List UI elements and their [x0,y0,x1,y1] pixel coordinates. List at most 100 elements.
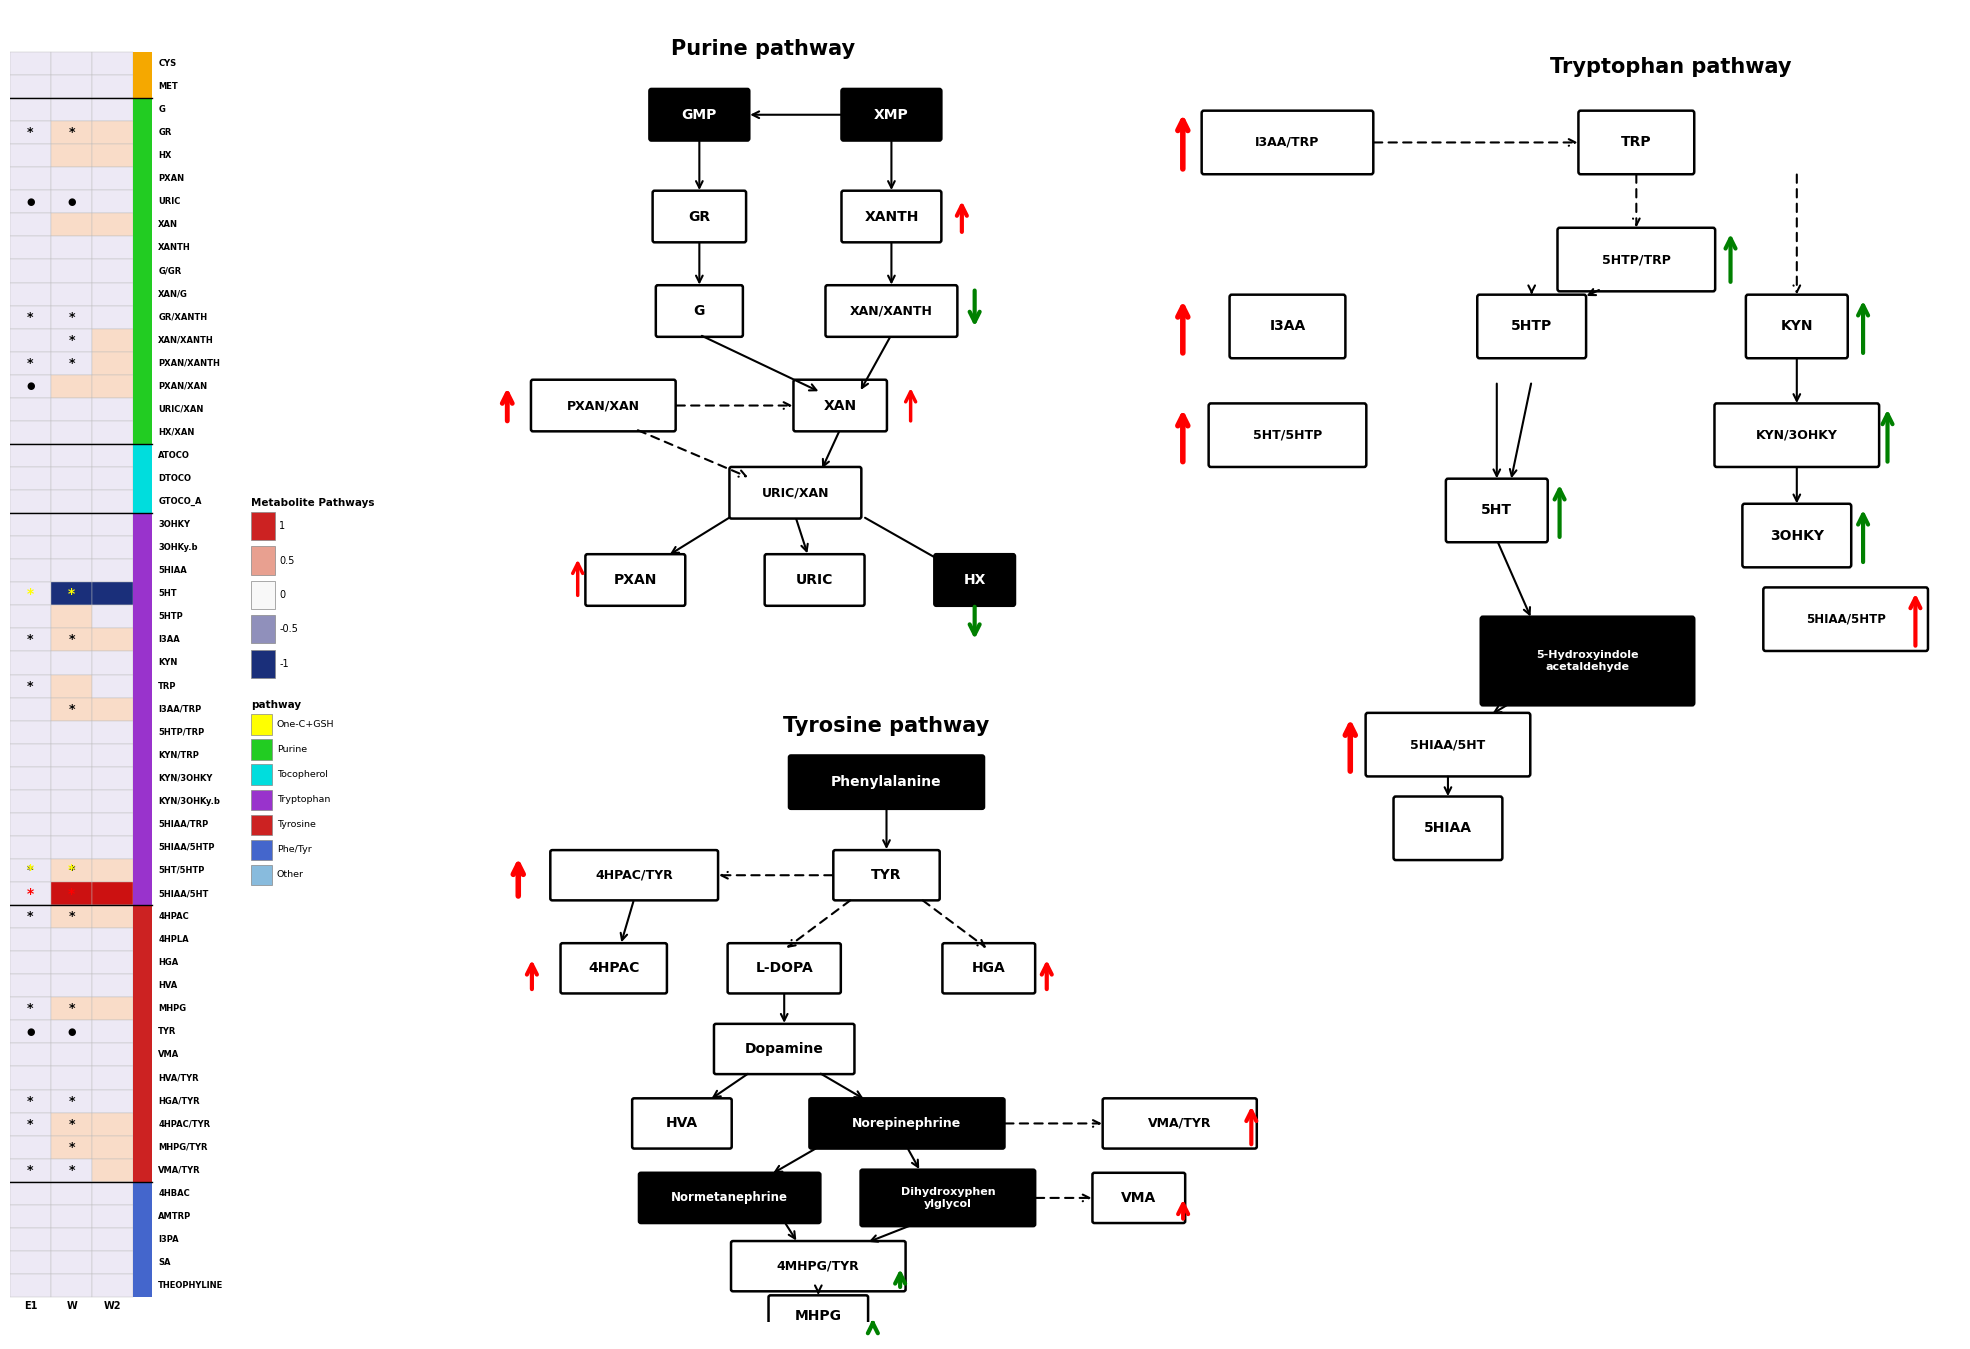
Bar [93,1020,134,1043]
Bar [10,1228,51,1251]
Bar [51,629,93,652]
Text: XMP: XMP [875,108,908,121]
Text: *: * [69,1094,75,1108]
Bar [93,1067,134,1090]
Bar [10,144,51,167]
Bar [93,905,134,928]
Text: XAN/G: XAN/G [158,290,187,298]
Bar [10,1273,51,1296]
Text: DTOCO: DTOCO [158,473,191,483]
Bar [10,421,51,444]
Bar [93,167,134,190]
Bar [10,1182,51,1205]
Bar [134,121,152,144]
Bar [250,580,274,610]
Bar [51,882,93,905]
Text: HVA: HVA [666,1117,697,1130]
Bar [51,444,93,467]
Text: XAN/XANTH: XAN/XANTH [849,305,934,317]
Bar [93,398,134,421]
Bar [10,536,51,560]
Bar [10,282,51,306]
FancyBboxPatch shape [1578,111,1694,174]
Bar [93,652,134,674]
Bar [134,560,152,583]
Bar [93,1113,134,1136]
Bar [51,167,93,190]
FancyBboxPatch shape [1365,712,1531,777]
Text: HGA/TYR: HGA/TYR [158,1097,199,1106]
Text: ●: ● [67,197,77,206]
FancyBboxPatch shape [652,190,747,243]
Text: *: * [28,587,33,600]
Bar [134,859,152,882]
Bar [93,928,134,951]
FancyBboxPatch shape [1103,1098,1257,1148]
Bar [93,98,134,121]
Text: I3AA/TRP: I3AA/TRP [1255,136,1320,148]
FancyBboxPatch shape [729,467,861,518]
Bar [134,1067,152,1090]
Bar [250,839,272,861]
Text: *: * [69,1002,75,1016]
Bar [10,974,51,997]
Text: 5HT: 5HT [158,590,177,599]
Bar [250,815,272,835]
Text: THEOPHYLINE: THEOPHYLINE [158,1282,223,1290]
Bar [10,560,51,583]
Text: 5HIAA: 5HIAA [1424,822,1472,835]
Text: HGA: HGA [971,962,1005,975]
Text: PXAN/XAN: PXAN/XAN [158,382,207,391]
Bar [51,398,93,421]
Text: 5HT/5HTP: 5HT/5HTP [158,866,205,876]
Bar [93,697,134,720]
Text: 5HTP: 5HTP [1511,320,1552,333]
Bar [134,167,152,190]
Text: MHPG: MHPG [794,1309,841,1323]
Text: KYN: KYN [158,658,177,668]
Text: W: W [67,1302,77,1311]
Bar [51,536,93,560]
Bar [10,53,51,76]
Bar [10,606,51,629]
Bar [93,813,134,836]
Bar [93,720,134,743]
Bar [51,1228,93,1251]
Bar [134,836,152,859]
Text: GR: GR [158,128,171,138]
Bar [134,1205,152,1228]
Text: 5HT/5HTP: 5HT/5HTP [1253,429,1322,441]
Text: *: * [69,310,75,324]
Text: 4HPAC: 4HPAC [158,912,189,921]
Bar [134,536,152,560]
Text: 3OHKY: 3OHKY [1769,529,1824,542]
FancyBboxPatch shape [841,190,942,243]
Bar [51,1205,93,1228]
Bar [10,697,51,720]
FancyBboxPatch shape [561,943,668,993]
Text: *: * [28,1164,33,1176]
Bar [51,1090,93,1113]
Text: HGA: HGA [158,958,179,967]
Text: URIC: URIC [158,197,181,206]
FancyBboxPatch shape [1478,294,1586,359]
Bar [51,1067,93,1090]
FancyBboxPatch shape [1229,294,1346,359]
Text: *: * [28,310,33,324]
Bar [93,951,134,974]
Text: L-DOPA: L-DOPA [755,962,814,975]
Bar [51,98,93,121]
Text: 1: 1 [280,521,286,532]
Text: HX: HX [963,573,985,587]
Text: 5HIAA/TRP: 5HIAA/TRP [158,820,209,828]
Text: I3AA: I3AA [158,635,179,645]
Bar [93,560,134,583]
Bar [93,1090,134,1113]
Text: TRP: TRP [1621,135,1651,150]
Bar [51,951,93,974]
Bar [93,421,134,444]
Bar [10,398,51,421]
Text: ATOCO: ATOCO [158,451,189,460]
Text: 5HIAA/5HT: 5HIAA/5HT [1411,738,1485,751]
Text: 0.5: 0.5 [280,556,295,565]
